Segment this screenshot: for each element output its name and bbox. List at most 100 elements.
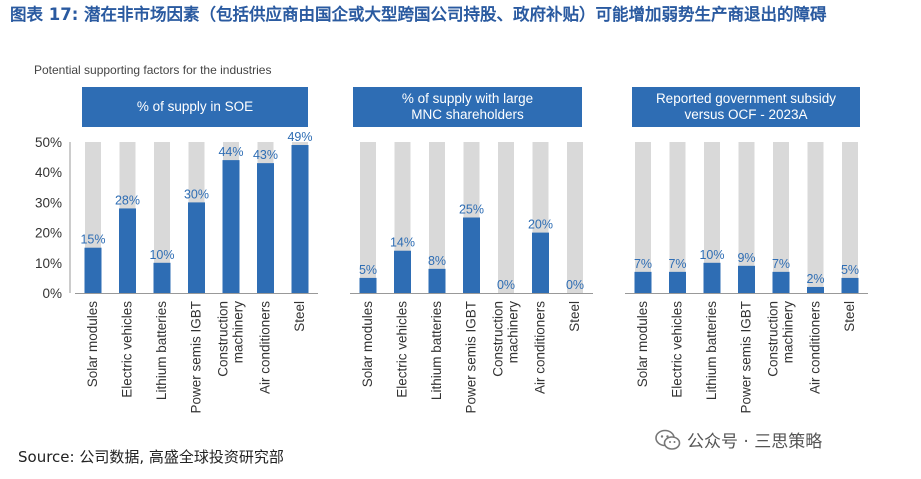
data-label: 15% — [80, 233, 105, 247]
category-label: Construction machinery — [216, 301, 246, 377]
source-note: Source: 公司数据, 高盛全球投资研究部 — [18, 448, 284, 466]
bar — [772, 271, 790, 293]
background-bar — [360, 142, 376, 293]
category-label: Air conditioners — [533, 301, 548, 394]
category-label: Electric vehicles — [120, 301, 135, 398]
category-label-text: Air conditioners — [808, 301, 823, 394]
category-label-text: Electric vehicles — [670, 301, 685, 398]
category-label-text: Solar modules — [85, 301, 100, 388]
panel-title-subsidy: Reported government subsidy versus OCF -… — [632, 87, 860, 127]
data-label: 7% — [634, 257, 652, 271]
bar — [738, 265, 755, 293]
category-label: Solar modules — [635, 301, 650, 388]
data-label: 25% — [459, 203, 484, 217]
category-label: Electric vehicles — [670, 301, 685, 398]
background-bar — [498, 142, 514, 293]
category-label-text: Lithium batteries — [704, 301, 719, 400]
panel-title-mnc: % of supply with large MNC shareholders — [353, 87, 582, 127]
category-label: Steel — [567, 301, 582, 332]
data-label: 7% — [772, 257, 790, 271]
data-label: 20% — [528, 218, 553, 232]
category-label-text: Power semis IGBT — [189, 301, 204, 414]
category-label: Solar modules — [360, 301, 375, 388]
category-label-text: machinery — [781, 301, 796, 364]
category-label-text: Construction — [216, 301, 231, 377]
category-label-text: Construction — [491, 301, 506, 377]
category-label-text: Lithium batteries — [429, 301, 444, 400]
category-label-text: machinery — [231, 301, 246, 364]
category-label: Power semis IGBT — [189, 301, 204, 414]
background-bar — [154, 142, 170, 293]
category-label-text: Air conditioners — [533, 301, 548, 394]
bar — [359, 277, 377, 293]
y-tick-label: 40% — [35, 165, 62, 180]
background-bar — [188, 142, 205, 293]
bar — [703, 262, 721, 293]
data-label: 14% — [390, 236, 415, 250]
data-label: 43% — [253, 148, 278, 162]
background-bar — [704, 142, 720, 293]
background-bar — [429, 142, 445, 293]
panel-title-soe: % of supply in SOE — [82, 87, 308, 127]
data-label: 44% — [218, 145, 243, 159]
category-label: Power semis IGBT — [464, 301, 479, 414]
category-label-text: Electric vehicles — [395, 301, 410, 398]
background-bar — [463, 142, 480, 293]
figure-title: 图表 17: 潜在非市场因素（包括供应商由国企或大型跨国公司持股、政府补贴）可能… — [10, 5, 827, 24]
bar — [807, 286, 824, 293]
y-tick-label: 20% — [35, 226, 62, 241]
bar — [257, 163, 274, 293]
category-label-text: Air conditioners — [258, 301, 273, 394]
bar — [84, 247, 102, 293]
category-label: Steel — [842, 301, 857, 332]
background-bar — [532, 142, 549, 293]
category-label-text: Power semis IGBT — [739, 301, 754, 414]
data-label: 10% — [699, 248, 724, 262]
category-label: Power semis IGBT — [739, 301, 754, 414]
wechat-icon — [655, 429, 681, 450]
bar — [669, 271, 686, 293]
data-label: 49% — [287, 130, 312, 144]
category-label: Lithium batteries — [429, 301, 444, 400]
data-label: 10% — [149, 248, 174, 262]
data-label: 7% — [668, 257, 686, 271]
bar — [841, 277, 859, 293]
category-label: Electric vehicles — [395, 301, 410, 398]
watermark: 公众号 · 三思策略 — [655, 427, 822, 452]
category-label: Air conditioners — [258, 301, 273, 394]
background-bar — [635, 142, 651, 293]
category-label: Steel — [292, 301, 307, 332]
background-bar — [119, 142, 136, 293]
category-label-text: Solar modules — [635, 301, 650, 388]
category-label: Construction machinery — [766, 301, 796, 377]
chart-subtitle: Potential supporting factors for the ind… — [34, 63, 272, 77]
background-bar — [223, 142, 239, 293]
category-label: Air conditioners — [808, 301, 823, 394]
y-tick-label: 0% — [42, 286, 62, 301]
data-label: 8% — [428, 254, 446, 268]
category-label-text: Power semis IGBT — [464, 301, 479, 414]
background-bar — [257, 142, 274, 293]
y-tick-label: 10% — [35, 256, 62, 271]
bar — [428, 268, 446, 293]
bar — [188, 202, 205, 293]
category-label: Lithium batteries — [154, 301, 169, 400]
data-label: 5% — [359, 263, 377, 277]
background-bar — [738, 142, 755, 293]
category-label-text: Steel — [842, 301, 857, 332]
data-label: 2% — [806, 272, 824, 286]
bar — [394, 250, 411, 293]
watermark-text: 公众号 · 三思策略 — [687, 432, 823, 452]
category-label-text: Electric vehicles — [120, 301, 135, 398]
category-label-text: machinery — [506, 301, 521, 364]
data-label: 30% — [184, 187, 209, 201]
bar — [119, 208, 136, 293]
data-label: 28% — [115, 193, 140, 207]
background-bar — [669, 142, 686, 293]
background-bar — [85, 142, 101, 293]
background-bar — [807, 142, 824, 293]
data-label: 5% — [841, 263, 859, 277]
category-label: Solar modules — [85, 301, 100, 388]
category-label-text: Lithium batteries — [154, 301, 169, 400]
background-bar — [842, 142, 858, 293]
